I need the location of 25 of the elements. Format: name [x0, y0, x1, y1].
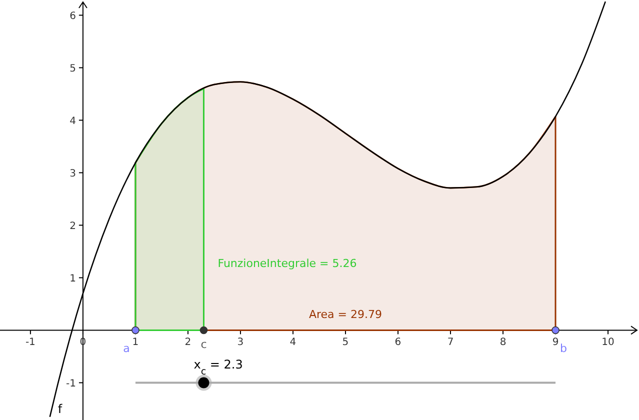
y-tick-label: 1	[70, 274, 76, 285]
series-label: f	[58, 402, 63, 416]
y-tick-label: 5	[70, 64, 76, 75]
x-tick-label: 4	[290, 337, 296, 348]
y-tick-label: 4	[70, 116, 76, 128]
x-tick-label: 6	[394, 337, 402, 348]
x-tick-label: 5	[342, 337, 349, 348]
y-tick-label: 2	[70, 221, 76, 232]
annotation: b	[560, 342, 568, 356]
x-tick-label: 10	[602, 337, 614, 348]
x-tick-label: 7	[447, 337, 454, 348]
x-tick-label: 8	[500, 337, 506, 348]
annotation: FunzioneIntegrale = 5.26	[218, 257, 357, 270]
y-tick-label: -1	[66, 378, 76, 390]
annotation: x$_{c}$ = 2.3	[194, 358, 243, 378]
x-tick-label: 1	[132, 337, 139, 348]
annotation: Area = 29.79	[308, 308, 382, 322]
x-tick-label: 2	[184, 337, 192, 348]
annotation: c	[200, 338, 207, 352]
y-tick-label: 3	[70, 168, 76, 180]
x-tick-label: 3	[237, 337, 244, 348]
x-tick-label: -1	[25, 337, 36, 348]
y-tick-label: 6	[70, 11, 76, 22]
annotation: a	[123, 342, 130, 356]
x-tick-label: 9	[552, 337, 559, 348]
